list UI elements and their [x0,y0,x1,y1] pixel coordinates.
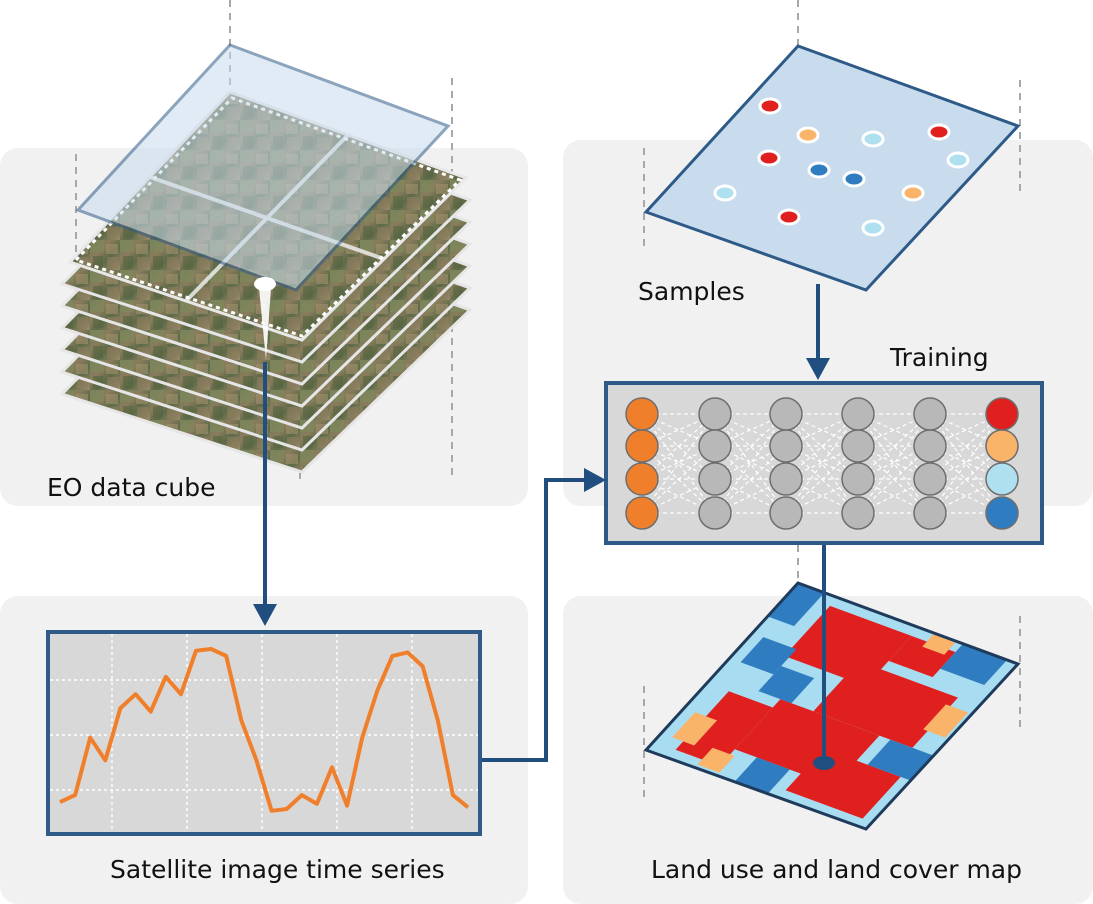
nn-hidden-node [841,397,875,431]
land-patch [675,691,773,766]
land-patch [923,704,968,738]
sample-point [927,123,951,141]
nn-hidden-node [913,462,947,496]
nn-hidden-node [841,496,875,530]
nn-output-node [985,496,1019,530]
nn-hidden-node [769,429,803,463]
land-patch [784,605,912,686]
training-label: Training [890,343,989,372]
nn-output-node [985,397,1019,431]
nn-input-node [625,462,659,496]
time-series-plot [46,630,482,836]
sample-point [861,130,885,148]
sample-point [842,170,866,188]
sample-point [758,97,782,115]
workflow-arrows [253,284,835,770]
nn-hidden-node [913,429,947,463]
sample-point [777,208,801,226]
nn-hidden-node [698,429,732,463]
land-patch [758,666,815,704]
nn-output-node [985,429,1019,463]
nn-hidden-node [769,462,803,496]
eo-data-cube-label: EO data cube [47,473,216,502]
nn-input-node [625,496,659,530]
samples-label: Samples [638,277,745,306]
samples-plane [643,0,1021,292]
land-cover-map-label: Land use and land cover map [651,855,1022,884]
nn-hidden-node [841,462,875,496]
nn-hidden-node [698,397,732,431]
sample-point [946,151,970,169]
nn-hidden-node [913,496,947,530]
land-patch [740,637,797,675]
eo-data-cube [59,0,473,480]
sample-point [807,161,831,179]
nn-hidden-node [841,429,875,463]
time-series-label: Satellite image time series [110,855,445,884]
nn-hidden-node [769,397,803,431]
land-patch [813,661,958,748]
sample-point [901,184,925,202]
nn-input-node [625,397,659,431]
nn-output-node [985,462,1019,496]
land-patch [697,747,735,773]
land-patch [672,712,717,746]
sample-point [861,219,885,237]
nn-hidden-node [913,397,947,431]
nn-input-node [625,429,659,463]
nn-hidden-node [698,496,732,530]
sample-point [713,184,737,202]
nn-hidden-node [698,462,732,496]
sample-point [796,126,820,144]
sample-point [757,149,781,167]
neural-network [604,381,1044,545]
land-cover-map [643,545,1021,831]
land-patch [767,583,825,627]
nn-hidden-node [769,496,803,530]
land-patch [867,739,935,781]
